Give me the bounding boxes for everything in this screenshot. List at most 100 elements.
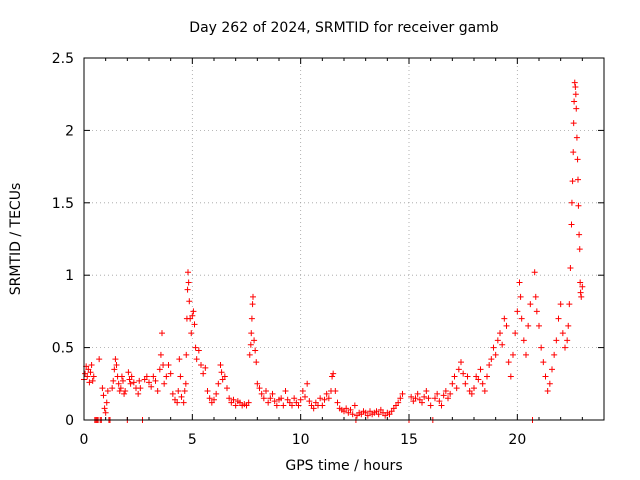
data-point [523,351,529,358]
data-point [186,298,193,305]
data-point [557,301,564,308]
data-point [567,264,574,271]
data-point [549,366,555,373]
data-point [100,392,107,399]
data-point [206,395,213,402]
data-point [497,330,503,337]
data-point [423,388,430,395]
data-point [451,373,458,380]
data-point [87,369,94,376]
data-point [185,269,191,276]
data-point [102,409,109,416]
data-point [442,388,449,395]
data-point [217,361,224,368]
data-point [464,373,471,380]
data-point [84,373,91,380]
data-point [571,98,578,105]
data-point [248,315,255,322]
data-point [553,337,560,344]
data-point [248,330,255,337]
data-point [157,351,164,358]
data-point [364,412,371,419]
data-point [351,402,358,409]
data-point [109,385,116,392]
data-point [395,399,402,406]
data-point [565,322,572,329]
data-point [562,344,568,351]
data-point [120,377,126,384]
data-point [540,359,547,366]
data-point [195,347,202,354]
data-point [103,399,110,406]
data-point [89,377,96,384]
data-point [578,293,585,300]
data-point [310,405,317,412]
data-point [432,395,438,402]
data-point [440,392,447,399]
data-point [174,399,181,406]
data-point [481,388,488,395]
data-point [330,370,337,377]
data-point [156,366,163,373]
data-point [130,379,137,386]
data-point [538,344,545,351]
data-point [572,83,579,90]
data-point [116,388,123,395]
x-tick-label: 5 [188,432,197,448]
data-point [533,308,540,315]
data-point [191,321,198,328]
data-point [218,369,225,376]
data-point [447,390,454,397]
data-point [250,293,256,300]
y-axis-label: SRMTID / TECUs [8,183,24,296]
data-point [427,402,434,409]
data-point [531,269,538,276]
data-point [475,376,482,383]
data-point [177,373,184,380]
y-tick-label: 0 [65,413,74,429]
data-point [414,390,421,397]
data-point [579,283,586,290]
data-point [295,402,302,409]
data-point [269,390,276,397]
data-point [484,373,490,380]
data-point [291,395,298,402]
data-point [232,402,239,409]
data-point [113,361,120,368]
data-point [317,395,324,402]
data-point [325,395,332,402]
data-point [136,377,143,384]
data-point [453,385,460,392]
plot-border [83,57,605,421]
data-point [334,399,341,406]
data-point [462,380,469,387]
data-point [204,388,211,395]
data-point [419,399,425,406]
data-point [319,402,326,409]
data-point [182,380,189,387]
data-point [501,315,508,322]
data-point [460,370,467,377]
data-point [525,322,532,329]
y-tick-label: 1.5 [52,196,74,212]
data-point [306,398,313,405]
data-point [148,383,155,390]
data-point [169,390,176,397]
data-point [200,370,207,377]
data-point [399,390,406,397]
data-point [564,337,571,344]
data-point [302,393,308,400]
data-point [258,390,265,397]
data-point [190,308,197,315]
data-point [213,390,220,397]
data-point [117,385,124,392]
data-point [249,301,256,308]
data-point [349,411,356,418]
data-point [184,286,191,293]
data-point [152,377,159,384]
data-point [226,395,233,402]
data-points [81,79,586,423]
data-point [412,395,419,402]
data-point [479,380,486,387]
